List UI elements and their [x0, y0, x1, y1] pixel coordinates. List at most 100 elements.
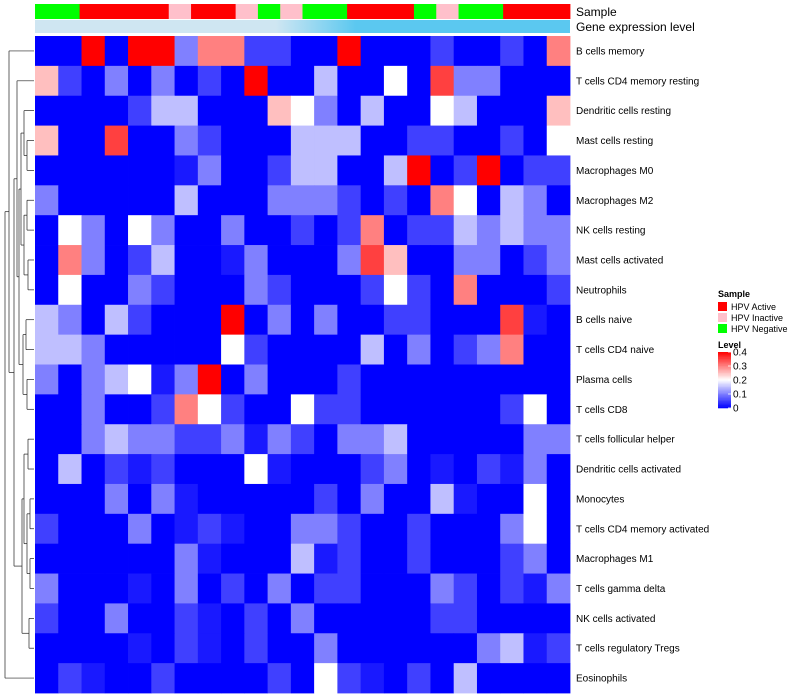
- heatmap-cell: [383, 483, 408, 515]
- heatmap-cell: [267, 304, 292, 336]
- heatmap-cell: [314, 364, 338, 395]
- heatmap-cell: [500, 125, 524, 156]
- heatmap-cell: [476, 304, 501, 336]
- heatmap-cell: [314, 245, 338, 276]
- sample-annotation-cell: [101, 4, 125, 19]
- heatmap-cell: [453, 65, 478, 97]
- heatmap-cell: [407, 304, 431, 336]
- heatmap-cell: [244, 603, 269, 634]
- heatmap-cell: [360, 155, 385, 186]
- level-tick-label: 0: [733, 404, 739, 415]
- heatmap-cell: [244, 274, 269, 306]
- heatmap-cell: [174, 364, 199, 395]
- heatmap-cell: [81, 334, 106, 365]
- heatmap-cell: [546, 364, 571, 395]
- heatmap-cell: [453, 394, 478, 425]
- heatmap-cell: [58, 513, 82, 545]
- heatmap-cell: [221, 483, 245, 515]
- level-tick-label: 0.1: [733, 390, 747, 401]
- heatmap-cell: [58, 454, 82, 485]
- heatmap-cell: [244, 65, 269, 97]
- heatmap-cell: [128, 454, 152, 485]
- heatmap-cell: [104, 573, 129, 604]
- heatmap-cell: [476, 424, 501, 455]
- heatmap-cell: [267, 513, 292, 545]
- heatmap-cell: [267, 573, 292, 604]
- heatmap-cell: [35, 155, 59, 186]
- heatmap-cell: [523, 364, 548, 395]
- heatmap-cell: [523, 125, 548, 156]
- sample-annotation-cell: [525, 4, 549, 19]
- sample-annotation-cell: [480, 4, 504, 19]
- heatmap-cell: [290, 633, 315, 664]
- heatmap-cell: [104, 364, 129, 395]
- heatmap-cell: [58, 185, 82, 216]
- heatmap-cell: [104, 95, 129, 126]
- heatmap-cell: [546, 394, 571, 425]
- heatmap-cell: [128, 65, 152, 97]
- sample-annotation-cell: [57, 4, 80, 19]
- heatmap-cell: [290, 215, 315, 246]
- heatmap-cell: [523, 334, 548, 365]
- heatmap-cell: [383, 364, 408, 395]
- heatmap-cell: [267, 95, 292, 126]
- heatmap-cell: [244, 36, 269, 67]
- heatmap-cell: [197, 454, 222, 485]
- heatmap-cell: [546, 513, 571, 545]
- heatmap-cell: [244, 95, 269, 126]
- heatmap-cell: [407, 603, 431, 634]
- row-label-mast-cells-resting: Mast cells resting: [576, 136, 653, 147]
- level-bar-segment: [718, 352, 731, 354]
- heatmap-cell: [546, 304, 571, 336]
- level-ticks: 0.4 0.3 0.2 0.1 0: [728, 348, 747, 415]
- heatmap-cell: [523, 155, 548, 186]
- heatmap-cell: [430, 155, 455, 186]
- heatmap-cell: [81, 394, 106, 425]
- heatmap-cell: [453, 304, 478, 336]
- heatmap-cell: [104, 424, 129, 455]
- level-bar-segment: [718, 380, 731, 382]
- heatmap-cell: [35, 663, 59, 694]
- level-bar-segment: [718, 366, 731, 368]
- sample-annotation-cell: [257, 4, 281, 19]
- heatmap-cell: [58, 125, 82, 156]
- heatmap-cell: [500, 543, 524, 574]
- heatmap-cell: [197, 424, 222, 455]
- heatmap-cell: [221, 663, 245, 694]
- heatmap-cell: [104, 155, 129, 186]
- level-bar-segment: [718, 373, 731, 375]
- heatmap-cell: [476, 394, 501, 425]
- heatmap-cell: [337, 304, 362, 336]
- heatmap-cell: [221, 454, 245, 485]
- heatmap-cell: [383, 95, 408, 126]
- level-bar-segment: [718, 374, 731, 377]
- gene-expression-gradient: [35, 20, 570, 33]
- heatmap-cell: [290, 454, 315, 485]
- heatmap-cell: [430, 543, 455, 574]
- heatmap-cell: [35, 125, 59, 156]
- annotation-label-sample: Sample: [576, 5, 617, 19]
- heatmap-cell: [314, 304, 338, 336]
- heatmap-cell: [383, 633, 408, 664]
- sample-annotation-cell: [124, 4, 147, 19]
- heatmap-cell: [104, 543, 129, 574]
- level-tick-label: 0.4: [733, 348, 747, 359]
- heatmap-cell: [430, 274, 455, 306]
- heatmap-cell: [221, 304, 245, 336]
- heatmap-cell: [453, 573, 478, 604]
- heatmap-cell: [58, 215, 82, 246]
- heatmap-cell: [174, 245, 199, 276]
- heatmap-cell: [453, 95, 478, 126]
- heatmap-cell: [523, 663, 548, 694]
- heatmap-cell: [221, 543, 245, 574]
- heatmap-cell: [58, 364, 82, 395]
- heatmap-cell: [476, 36, 501, 67]
- sample-annotation-cell: [146, 4, 170, 19]
- heatmap-cell: [523, 603, 548, 634]
- heatmap-cell: [35, 215, 59, 246]
- heatmap-cell: [81, 543, 106, 574]
- heatmap-cell: [244, 125, 269, 156]
- heatmap-cell: [360, 245, 385, 276]
- heatmap-cell: [407, 633, 431, 664]
- heatmap-cell: [476, 185, 501, 216]
